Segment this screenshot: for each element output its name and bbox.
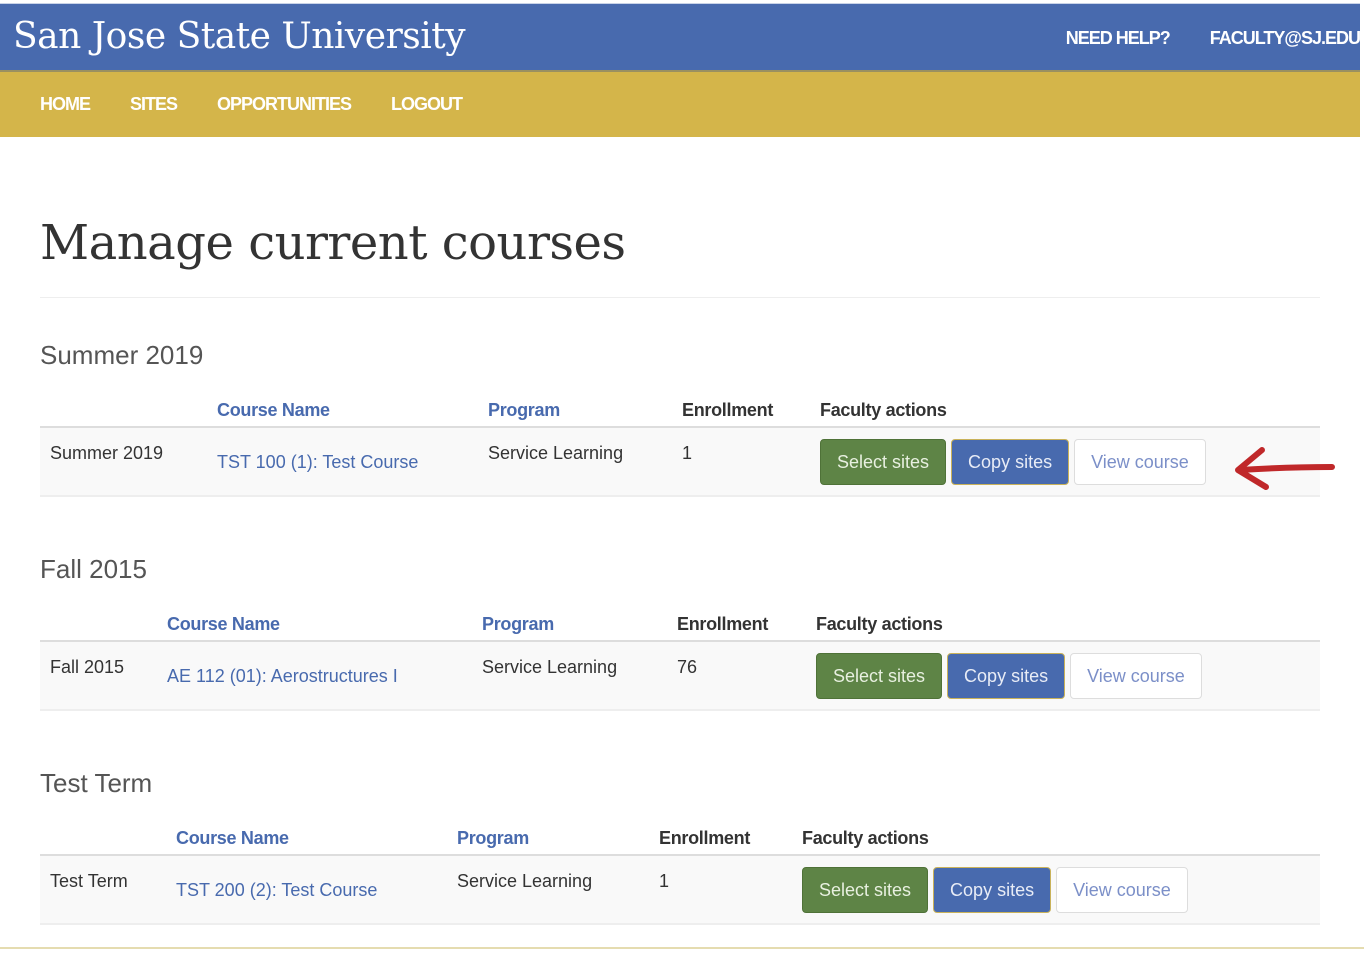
table-row: Summer 2019 TST 100 (1): Test Course Ser…	[40, 426, 1320, 497]
site-title[interactable]: San Jose State University	[13, 16, 466, 57]
top-header: San Jose State University NEED HELP? FAC…	[0, 3, 1361, 70]
copy-sites-button[interactable]: Copy sites	[933, 867, 1052, 913]
program-header[interactable]: Program	[457, 828, 529, 848]
course-name-header[interactable]: Course Name	[167, 614, 280, 634]
select-sites-button[interactable]: Select sites	[816, 653, 943, 699]
need-help-link[interactable]: NEED HELP?	[1065, 28, 1171, 48]
table-row: Test Term TST 200 (2): Test Course Servi…	[40, 854, 1320, 925]
course-name-header[interactable]: Course Name	[176, 828, 289, 848]
term-cell: Test Term	[50, 871, 128, 891]
red-arrow-annotation-icon	[1235, 447, 1335, 490]
actions-header: Faculty actions	[820, 400, 947, 420]
section-summer-2019: Summer 2019 Course Name Program Enrollme…	[40, 340, 1320, 497]
select-sites-button[interactable]: Select sites	[820, 439, 947, 485]
table-header: Course Name Program Enrollment Faculty a…	[40, 400, 1320, 426]
section-heading: Test Term	[40, 768, 153, 798]
program-cell: Service Learning	[457, 871, 593, 891]
nav-home[interactable]: HOME	[40, 94, 91, 114]
actions-header: Faculty actions	[802, 828, 929, 848]
nav-opportunities[interactable]: OPPORTUNITIES	[217, 94, 352, 114]
view-course-button[interactable]: View course	[1070, 653, 1202, 699]
table-header: Course Name Program Enrollment Faculty a…	[40, 828, 1320, 854]
program-cell: Service Learning	[482, 657, 618, 677]
section-fall-2015: Fall 2015 Course Name Program Enrollment…	[40, 554, 1320, 711]
course-link[interactable]: AE 112 (01): Aerostructures I	[167, 666, 398, 686]
view-course-button[interactable]: View course	[1074, 439, 1206, 485]
nav-bar: HOME SITES OPPORTUNITIES LOGOUT	[0, 70, 1360, 137]
enrollment-header: Enrollment	[677, 614, 769, 634]
nav-logout[interactable]: LOGOUT	[391, 94, 463, 114]
term-cell: Summer 2019	[50, 443, 164, 463]
enrollment-cell: 76	[677, 657, 698, 677]
table-header: Course Name Program Enrollment Faculty a…	[40, 614, 1320, 640]
enrollment-cell: 1	[682, 443, 693, 463]
section-heading: Fall 2015	[40, 554, 147, 584]
page-title: Manage current courses	[40, 215, 626, 271]
select-sites-button[interactable]: Select sites	[802, 867, 929, 913]
section-test-term: Test Term Course Name Program Enrollment…	[40, 768, 1320, 925]
enrollment-header: Enrollment	[659, 828, 751, 848]
course-name-header[interactable]: Course Name	[217, 400, 330, 420]
program-header[interactable]: Program	[482, 614, 554, 634]
nav-sites[interactable]: SITES	[130, 94, 178, 114]
enrollment-cell: 1	[659, 871, 670, 891]
course-link[interactable]: TST 100 (1): Test Course	[217, 452, 419, 472]
divider	[40, 297, 1320, 298]
program-header[interactable]: Program	[488, 400, 560, 420]
view-course-button[interactable]: View course	[1056, 867, 1188, 913]
faculty-email-link[interactable]: FACULTY@SJ.EDU	[1209, 28, 1361, 48]
copy-sites-button[interactable]: Copy sites	[947, 653, 1066, 699]
course-link[interactable]: TST 200 (2): Test Course	[176, 880, 378, 900]
actions-header: Faculty actions	[816, 614, 943, 634]
table-row: Fall 2015 AE 112 (01): Aerostructures I …	[40, 640, 1320, 711]
term-cell: Fall 2015	[50, 657, 125, 677]
footer-divider	[0, 947, 1364, 949]
section-heading: Summer 2019	[40, 340, 204, 370]
copy-sites-button[interactable]: Copy sites	[951, 439, 1070, 485]
program-cell: Service Learning	[488, 443, 624, 463]
enrollment-header: Enrollment	[682, 400, 774, 420]
